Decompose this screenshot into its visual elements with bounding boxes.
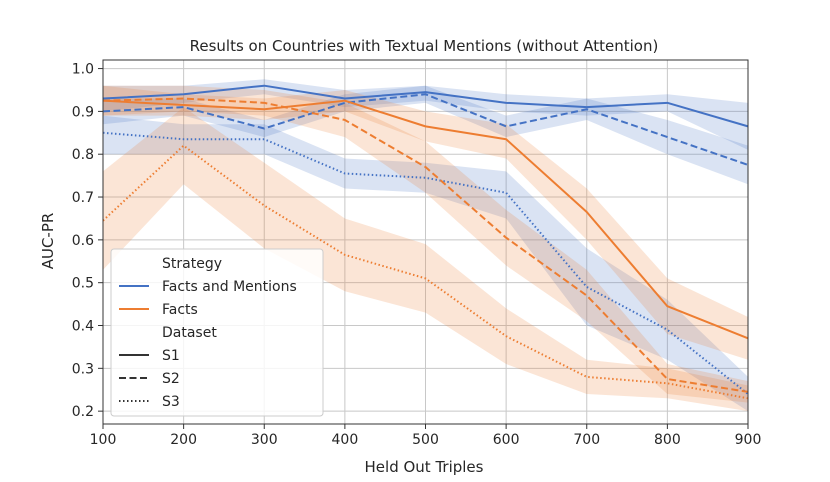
y-axis-label: AUC-PR: [39, 213, 57, 270]
x-tick-label: 100: [90, 432, 117, 448]
legend-box: [110, 248, 324, 417]
confidence-band: [103, 115, 748, 412]
legend-strategy-title: Strategy: [162, 256, 222, 272]
series-line: [102, 93, 749, 166]
legend-entry-label: Facts and Mentions: [162, 279, 297, 295]
plot-frame: [102, 59, 749, 425]
legend: Strategy Facts and Mentions Facts Dataset S1…: [110, 248, 324, 417]
x-tick-label: 200: [170, 432, 197, 448]
legend-entry-label: S2: [162, 371, 180, 387]
y-tick-label: 0.6: [72, 233, 94, 249]
x-tick-label: 600: [493, 432, 520, 448]
confidence-band: [103, 107, 748, 412]
x-tick-label: 400: [332, 432, 359, 448]
confidence-band: [103, 85, 748, 360]
legend-entry-label: S1: [162, 348, 180, 364]
legend-dataset-title: Dataset: [162, 325, 217, 341]
y-tick-label: 0.4: [72, 319, 94, 335]
y-tick-label: 0.3: [72, 361, 94, 377]
series-line: [102, 97, 749, 393]
legend-entry-label: Facts: [162, 302, 198, 318]
series-line: [102, 131, 749, 395]
y-tick-label: 0.8: [72, 147, 94, 163]
x-tick-label: 700: [573, 432, 600, 448]
x-tick-label: 500: [412, 432, 439, 448]
x-axis-label: Held Out Triples: [365, 458, 484, 476]
series-line: [102, 84, 749, 128]
confidence-band: [103, 85, 748, 185]
chart-title: Results on Countries with Textual Mentio…: [190, 37, 659, 55]
legend-entry-label: S3: [162, 394, 180, 410]
series-line: [102, 144, 749, 400]
confidence-band: [103, 85, 748, 403]
y-tick-label: 0.7: [72, 190, 94, 206]
axes: 100 200 300 400 500 600 700 800 900 0.2 0.3 0.4 0.5 0…: [72, 59, 762, 448]
x-tick-label: 300: [251, 432, 278, 448]
x-tick-label: 900: [735, 432, 762, 448]
y-tick-label: 1.0: [72, 62, 94, 78]
y-tick-label: 0.2: [72, 404, 94, 420]
y-tick-label: 0.9: [72, 104, 94, 120]
x-tick-label: 800: [654, 432, 681, 448]
series-line: [102, 99, 749, 340]
y-tick-label: 0.5: [72, 276, 94, 292]
series-lines: [102, 84, 749, 400]
